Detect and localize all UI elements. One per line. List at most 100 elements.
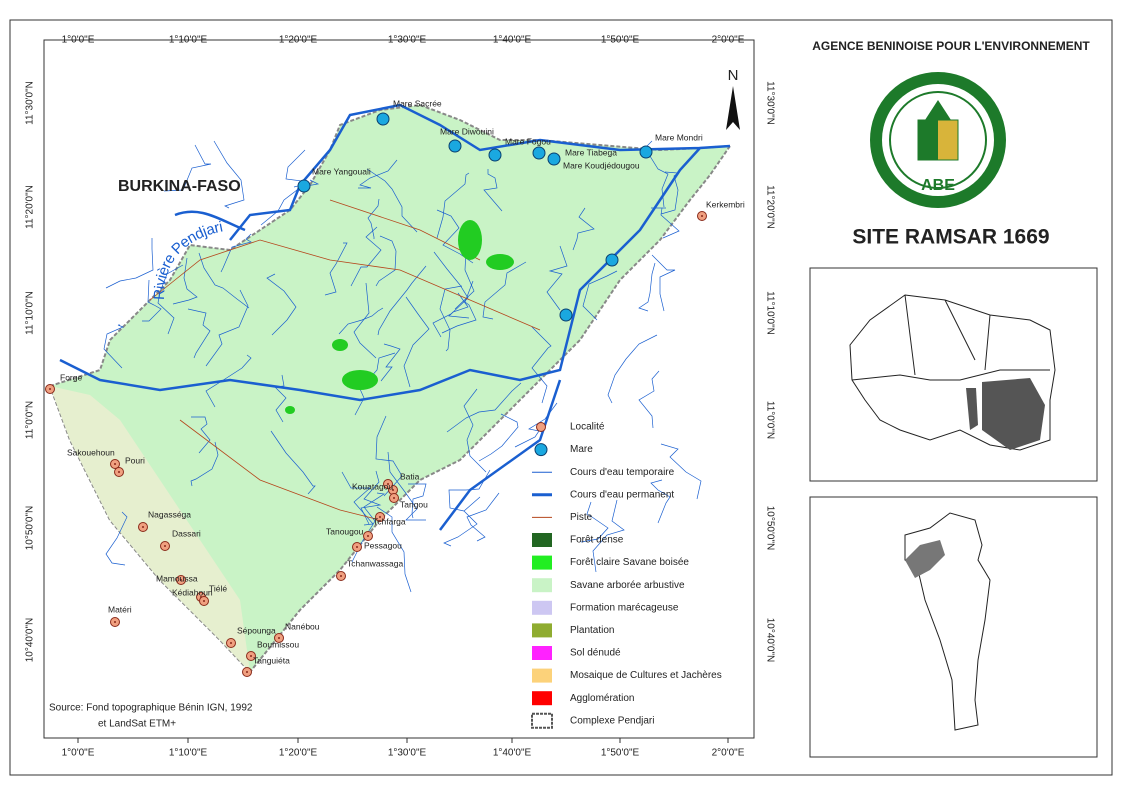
permanent-rivers bbox=[59, 103, 731, 531]
legend: Localité Mare Cours d'eau temporaire Cours … bbox=[531, 422, 722, 729]
legend-icon bbox=[532, 533, 552, 547]
lat-label: 11°10'0"N bbox=[25, 291, 36, 335]
locality-dot-center bbox=[701, 215, 703, 217]
locality-label: Tanguiéta bbox=[253, 655, 290, 665]
locality-label: Nanébou bbox=[285, 621, 320, 631]
locality-dot-center bbox=[367, 535, 369, 537]
legend-icon bbox=[531, 712, 553, 729]
legend-icon bbox=[532, 691, 552, 706]
legend-label: Complexe Pendjari bbox=[570, 715, 655, 726]
source-line: Source: Fond topographique Bénin IGN, 19… bbox=[49, 703, 253, 714]
logo: ABE bbox=[870, 72, 1006, 208]
legend-icon bbox=[532, 578, 552, 593]
locality-label: Sakouehoun bbox=[67, 447, 115, 457]
locality-label: Dassari bbox=[172, 528, 201, 538]
lon-label: 1°50'0"E bbox=[601, 748, 640, 759]
locality-label: Tiélé bbox=[209, 583, 227, 593]
locality-dot-center bbox=[118, 471, 120, 473]
lat-label: 11°0'0"N bbox=[764, 401, 775, 439]
locality-dot-center bbox=[114, 463, 116, 465]
legend-label: Localité bbox=[570, 422, 605, 433]
nigeria-area bbox=[982, 378, 1045, 450]
lon-label: 1°50'0"E bbox=[601, 35, 640, 46]
legend-icon bbox=[532, 555, 552, 570]
legend-icon bbox=[534, 443, 548, 457]
legend-label: Sol dénudé bbox=[570, 648, 621, 659]
locality-dot-center bbox=[203, 600, 205, 602]
lon-label: 1°10'0"E bbox=[169, 35, 208, 46]
locality-label: Pessagou bbox=[364, 540, 402, 550]
mare-dot bbox=[547, 152, 561, 166]
locality-label: Mamoussa bbox=[156, 573, 198, 583]
lon-label: 1°30'0"E bbox=[388, 748, 427, 759]
mare-dot bbox=[297, 179, 311, 193]
locality-dot-center bbox=[387, 483, 389, 485]
locality-label: Nagasséga bbox=[148, 509, 191, 519]
legend-icon bbox=[532, 646, 552, 660]
lon-label: 1°40'0"E bbox=[493, 35, 532, 46]
lon-label: 2°0'0"E bbox=[712, 35, 745, 46]
locality-label: Tangou bbox=[400, 499, 428, 509]
lat-label: 10°40'0"N bbox=[25, 618, 36, 663]
locality-label: Forge bbox=[60, 372, 82, 382]
legend-icon bbox=[532, 668, 552, 683]
lat-label: 11°0'0"N bbox=[25, 401, 36, 439]
locality-dot-center bbox=[356, 546, 358, 548]
lon-label: 1°0'0"E bbox=[62, 35, 95, 46]
mare-dot bbox=[559, 308, 573, 322]
locality-label: Kerkembri bbox=[706, 199, 745, 209]
locality-dot-center bbox=[250, 655, 252, 657]
legend-label: Plantation bbox=[570, 625, 614, 636]
locality-dot-center bbox=[142, 526, 144, 528]
temporary-rivers bbox=[103, 140, 702, 593]
lon-label: 1°40'0"E bbox=[493, 748, 532, 759]
legend-label: Savane arborée arbustive bbox=[570, 580, 685, 591]
north-label: N bbox=[728, 67, 739, 84]
legend-icon bbox=[532, 600, 552, 615]
locality-label: Matéri bbox=[108, 604, 132, 614]
mare-dot bbox=[488, 148, 502, 162]
locality-dot-center bbox=[49, 388, 51, 390]
source-line: et LandSat ETM+ bbox=[98, 719, 176, 730]
forest-patches bbox=[285, 220, 514, 414]
lat-label: 11°10'0"N bbox=[764, 291, 775, 335]
lat-label: 11°20'0"N bbox=[764, 185, 775, 229]
locality-dot-center bbox=[180, 579, 182, 581]
lon-label: 1°10'0"E bbox=[169, 748, 208, 759]
locality-label: Batia bbox=[400, 471, 420, 481]
lat-label: 10°50'0"N bbox=[25, 506, 36, 551]
locality-dot-center bbox=[164, 545, 166, 547]
north-arrow bbox=[726, 86, 740, 130]
legend-label: Agglomération bbox=[570, 693, 634, 704]
locality-label: Tanougou bbox=[326, 526, 364, 536]
legend-label: Formation marécageuse bbox=[570, 602, 679, 613]
agency-title: AGENCE BENINOISE POUR L'ENVIRONNEMENT bbox=[812, 39, 1090, 53]
lat-label: 10°40'0"N bbox=[764, 618, 775, 663]
lon-label: 2°0'0"E bbox=[712, 748, 745, 759]
legend-icon bbox=[536, 422, 546, 432]
mare-dot bbox=[605, 253, 619, 267]
locality-label: Sépounga bbox=[237, 625, 276, 635]
legend-label: Mosaique de Cultures et Jachères bbox=[570, 670, 722, 681]
legend-icon bbox=[532, 623, 552, 638]
mare-label: Mare Mondri bbox=[655, 132, 703, 142]
site-title: SITE RAMSAR 1669 bbox=[852, 226, 1049, 249]
locality-dot-center bbox=[393, 497, 395, 499]
mare-label: Mare Koudjédougou bbox=[563, 160, 640, 170]
mare-label: Mare Tiabega bbox=[565, 147, 617, 157]
lon-label: 1°0'0"E bbox=[62, 748, 95, 759]
legend-label: Cours d'eau temporaire bbox=[570, 467, 675, 478]
locality-dot-center bbox=[230, 642, 232, 644]
lat-label: 11°30'0"N bbox=[25, 81, 36, 125]
locality-dot-center bbox=[392, 489, 394, 491]
mare-label: Mare Diwouini bbox=[440, 126, 494, 136]
mare-label: Mare Sacrée bbox=[393, 98, 442, 108]
locality-label: Tchfarga bbox=[373, 516, 406, 526]
legend-label: Mare bbox=[570, 444, 593, 455]
locality-dot-center bbox=[340, 575, 342, 577]
locality-dot-center bbox=[278, 637, 280, 639]
benin-highlight bbox=[966, 388, 978, 430]
mare-label: Mare Fogou bbox=[505, 136, 551, 146]
locality-dot-center bbox=[114, 621, 116, 623]
